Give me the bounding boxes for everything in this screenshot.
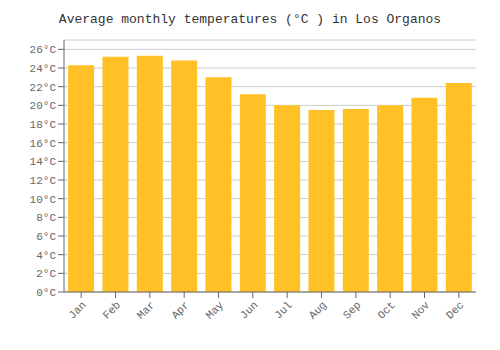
svg-text:6°C: 6°C: [36, 231, 56, 243]
svg-text:Aug: Aug: [307, 299, 329, 321]
svg-text:20°C: 20°C: [30, 100, 57, 112]
svg-text:Dec: Dec: [444, 299, 466, 321]
svg-text:16°C: 16°C: [30, 138, 57, 150]
svg-text:Nov: Nov: [410, 299, 433, 322]
svg-text:Sep: Sep: [341, 299, 363, 321]
svg-text:10°C: 10°C: [30, 194, 57, 206]
svg-text:May: May: [204, 299, 227, 322]
svg-text:26°C: 26°C: [30, 44, 57, 56]
svg-text:Feb: Feb: [101, 299, 123, 321]
svg-text:14°C: 14°C: [30, 156, 57, 168]
svg-text:4°C: 4°C: [36, 250, 56, 262]
svg-text:Jul: Jul: [272, 299, 294, 321]
svg-text:Jan: Jan: [66, 299, 88, 321]
svg-text:Oct: Oct: [375, 299, 397, 321]
svg-text:Jun: Jun: [238, 299, 260, 321]
svg-text:18°C: 18°C: [30, 119, 57, 131]
svg-text:Mar: Mar: [135, 299, 157, 321]
svg-text:12°C: 12°C: [30, 175, 57, 187]
svg-text:24°C: 24°C: [30, 63, 57, 75]
html-text:Average monthly temperatures (: Average monthly temperatures (°C ) in Lo…: [58, 12, 442, 27]
svg-text:2°C: 2°C: [36, 268, 56, 280]
svg-text:22°C: 22°C: [30, 82, 57, 94]
svg-text:0°C: 0°C: [36, 287, 56, 299]
svg-text:Apr: Apr: [169, 299, 191, 321]
svg-text:8°C: 8°C: [36, 212, 56, 224]
